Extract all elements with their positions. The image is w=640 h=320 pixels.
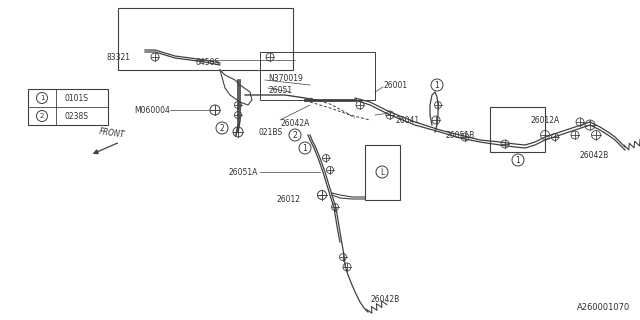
Text: 26042A: 26042A <box>280 118 309 127</box>
Text: 2: 2 <box>292 131 298 140</box>
Text: 26051B: 26051B <box>445 131 474 140</box>
Bar <box>118 8 293 70</box>
Text: 0450S: 0450S <box>195 58 220 67</box>
Text: 26051A: 26051A <box>228 167 258 177</box>
Text: 1: 1 <box>303 143 307 153</box>
Text: 26042B: 26042B <box>580 150 609 159</box>
Bar <box>490 107 545 152</box>
Text: 26001: 26001 <box>383 81 407 90</box>
Text: L: L <box>380 167 384 177</box>
Text: A260001070: A260001070 <box>577 303 630 312</box>
Text: 2: 2 <box>220 124 225 132</box>
Polygon shape <box>220 70 252 105</box>
Text: 1: 1 <box>435 81 440 90</box>
Text: 0101S: 0101S <box>64 93 88 102</box>
Text: M060004: M060004 <box>134 106 170 115</box>
Text: 1: 1 <box>516 156 520 164</box>
Text: 2: 2 <box>40 113 44 119</box>
Text: 83321: 83321 <box>106 52 130 61</box>
Text: N370019: N370019 <box>268 74 303 83</box>
Text: 26012: 26012 <box>276 196 300 204</box>
Text: 021BS: 021BS <box>258 127 282 137</box>
Text: 26042B: 26042B <box>370 295 399 305</box>
Bar <box>28 89 108 125</box>
Text: 26051: 26051 <box>268 85 292 94</box>
Text: FRONT: FRONT <box>99 127 125 140</box>
Text: 0238S: 0238S <box>64 111 88 121</box>
Text: 26012A: 26012A <box>531 116 559 124</box>
Text: 26041: 26041 <box>395 116 419 124</box>
Bar <box>365 145 400 200</box>
Text: 1: 1 <box>40 95 44 101</box>
Bar <box>260 52 375 100</box>
